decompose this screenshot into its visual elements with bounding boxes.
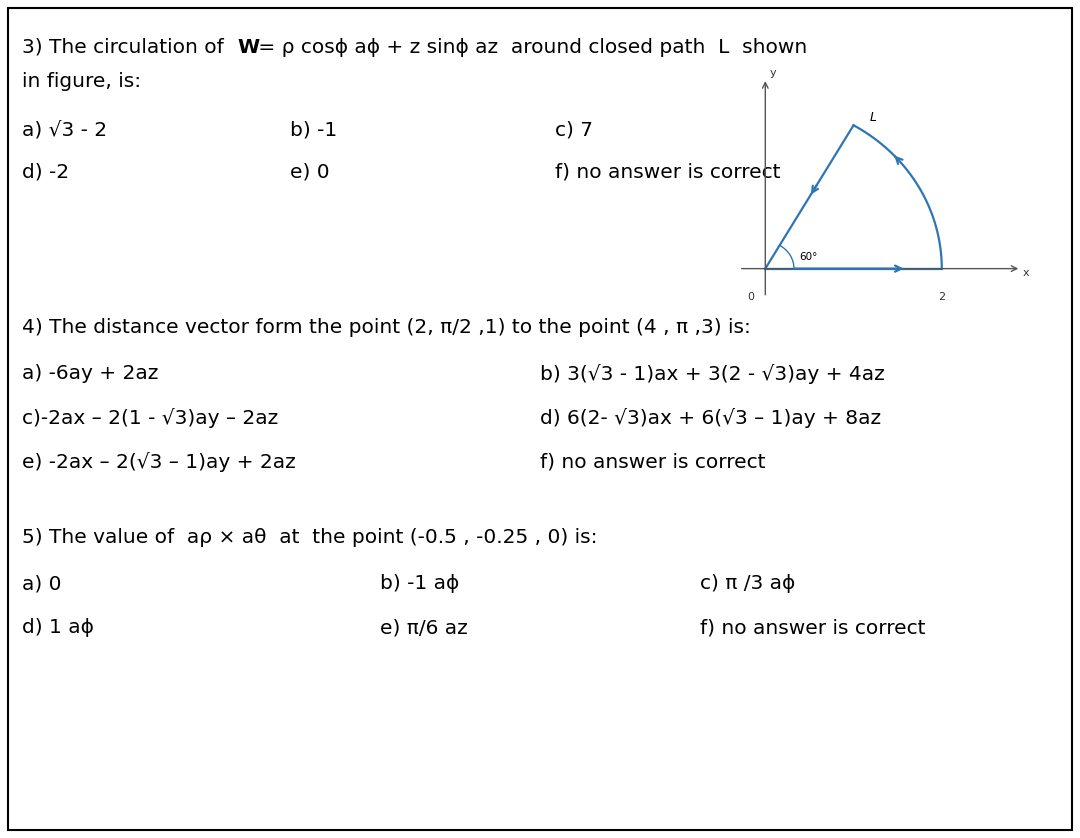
Text: d) 1 aϕ: d) 1 aϕ (22, 618, 94, 637)
Text: c)-2ax – 2(1 - √3)ay – 2az: c)-2ax – 2(1 - √3)ay – 2az (22, 408, 279, 428)
Text: d) 6(2- √3)ax + 6(√3 – 1)ay + 8az: d) 6(2- √3)ax + 6(√3 – 1)ay + 8az (540, 408, 881, 428)
Text: 60°: 60° (799, 252, 818, 262)
Text: b) -1: b) -1 (291, 120, 337, 139)
Text: L: L (869, 111, 876, 124)
Text: 2: 2 (939, 292, 945, 302)
Text: c) 7: c) 7 (555, 120, 593, 139)
Text: f) no answer is correct: f) no answer is correct (555, 162, 781, 181)
Text: e) π/6 az: e) π/6 az (380, 618, 468, 637)
Text: 3) The circulation of: 3) The circulation of (22, 38, 230, 57)
Text: y: y (770, 68, 777, 78)
Text: x: x (1023, 268, 1029, 277)
Text: d) -2: d) -2 (22, 162, 69, 181)
Text: f) no answer is correct: f) no answer is correct (540, 452, 766, 471)
Text: in figure, is:: in figure, is: (22, 72, 141, 91)
Text: a) -6ay + 2az: a) -6ay + 2az (22, 364, 159, 383)
Text: e) 0: e) 0 (291, 162, 329, 181)
Text: f) no answer is correct: f) no answer is correct (700, 618, 926, 637)
Text: a) √3 - 2: a) √3 - 2 (22, 120, 107, 139)
Text: b) 3(√3 - 1)ax + 3(2 - √3)ay + 4az: b) 3(√3 - 1)ax + 3(2 - √3)ay + 4az (540, 364, 885, 384)
Text: c) π /3 aϕ: c) π /3 aϕ (700, 574, 795, 593)
Text: e) -2ax – 2(√3 – 1)ay + 2az: e) -2ax – 2(√3 – 1)ay + 2az (22, 452, 296, 472)
Text: 4) The distance vector form the point (2, π/2 ,1) to the point (4 , π ,3) is:: 4) The distance vector form the point (2… (22, 318, 751, 337)
Text: 0: 0 (747, 292, 755, 302)
Text: = ρ cosϕ aϕ + z sinϕ az  around closed path  L  shown: = ρ cosϕ aϕ + z sinϕ az around closed pa… (252, 38, 807, 57)
Text: W: W (237, 38, 259, 57)
Text: 5) The value of  aρ × aθ  at  the point (-0.5 , -0.25 , 0) is:: 5) The value of aρ × aθ at the point (-0… (22, 528, 597, 547)
Text: b) -1 aϕ: b) -1 aϕ (380, 574, 459, 593)
Text: a) 0: a) 0 (22, 574, 62, 593)
